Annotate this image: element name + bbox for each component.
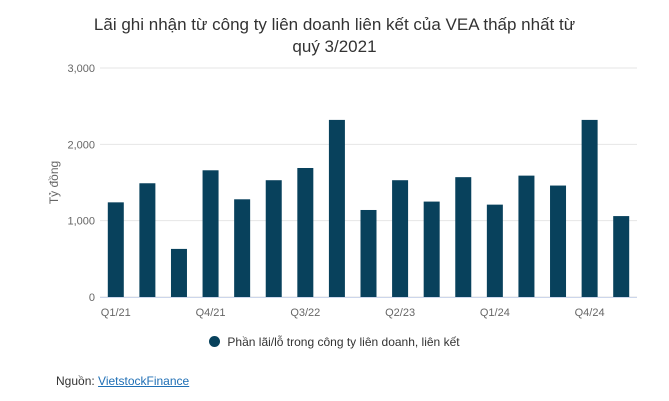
bar[interactable] bbox=[518, 175, 535, 297]
legend[interactable]: Phần lãi/lỗ trong công ty liên doanh, li… bbox=[0, 335, 669, 349]
bar[interactable] bbox=[392, 180, 409, 297]
x-tick-label: Q1/24 bbox=[480, 307, 510, 319]
y-tick-label: 3,000 bbox=[67, 63, 95, 75]
y-tick-label: 2,000 bbox=[67, 139, 95, 151]
bar[interactable] bbox=[613, 216, 630, 297]
y-axis-ticks: 0 1,000 2,000 3,000 bbox=[67, 63, 95, 304]
bar[interactable] bbox=[550, 185, 567, 297]
bar[interactable] bbox=[455, 177, 472, 297]
chart-title-line-1: Lãi ghi nhận từ công ty liên doanh liên … bbox=[93, 15, 576, 34]
bar[interactable] bbox=[234, 199, 251, 297]
bar[interactable] bbox=[423, 201, 440, 297]
bar[interactable] bbox=[581, 119, 598, 297]
chart-title-line-2: quý 3/2021 bbox=[292, 37, 377, 56]
bar[interactable] bbox=[360, 209, 377, 297]
legend-label: Phần lãi/lỗ trong công ty liên doanh, li… bbox=[227, 335, 460, 349]
bars bbox=[107, 119, 630, 297]
x-tick-label: Q4/24 bbox=[575, 307, 605, 319]
bar[interactable] bbox=[265, 180, 282, 297]
legend-marker-icon bbox=[209, 336, 221, 347]
bar[interactable] bbox=[139, 183, 156, 297]
x-tick-label: Q2/23 bbox=[385, 307, 415, 319]
x-axis-ticks: Q1/21 Q4/21 Q3/22 Q2/23 Q1/24 Q4/24 bbox=[101, 307, 605, 319]
source-note: Nguồn: VietstockFinance bbox=[56, 374, 189, 388]
bar[interactable] bbox=[170, 248, 187, 297]
y-tick-label: 1,000 bbox=[67, 216, 95, 228]
y-axis-label: Tỷ đồng bbox=[47, 161, 61, 204]
x-tick-label: Q3/22 bbox=[290, 307, 320, 319]
source-label: Nguồn: bbox=[56, 374, 95, 388]
chart-title: Lãi ghi nhận từ công ty liên doanh liên … bbox=[0, 14, 669, 58]
y-tick-label: 0 bbox=[89, 292, 95, 304]
bar[interactable] bbox=[486, 204, 503, 297]
x-tick-label: Q4/21 bbox=[196, 307, 226, 319]
bar[interactable] bbox=[107, 202, 124, 297]
source-link[interactable]: VietstockFinance bbox=[98, 374, 190, 388]
bar[interactable] bbox=[297, 167, 314, 297]
bar[interactable] bbox=[202, 170, 219, 297]
bar[interactable] bbox=[328, 119, 345, 297]
x-tick-label: Q1/21 bbox=[101, 307, 131, 319]
